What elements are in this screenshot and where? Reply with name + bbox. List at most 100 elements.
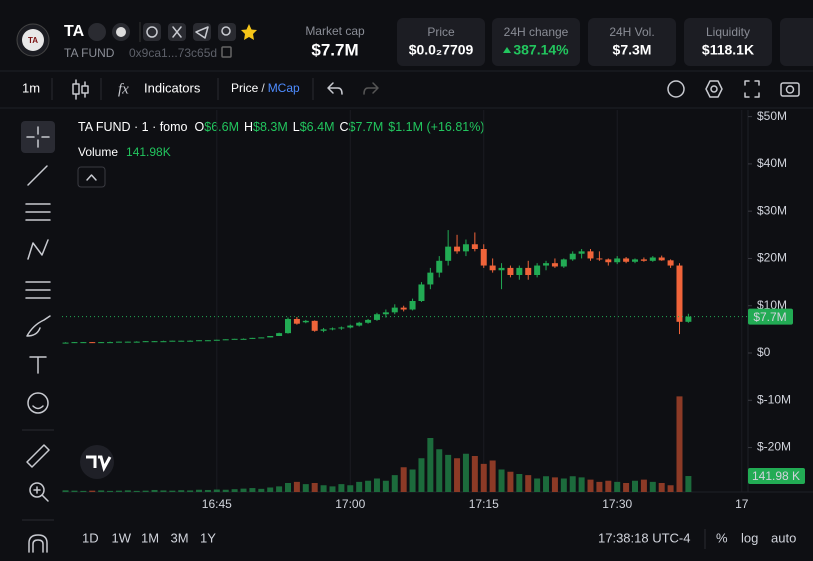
candle-body (231, 338, 238, 340)
chart-type-button[interactable] (72, 79, 89, 100)
volume-bar (614, 481, 621, 492)
candle-body (213, 339, 220, 341)
volume-bar (311, 483, 318, 492)
emoji-tool[interactable] (27, 392, 49, 414)
projection-tool[interactable] (25, 281, 51, 299)
fullscreen-button[interactable] (744, 80, 760, 98)
candle-body (391, 307, 398, 313)
stat-value: $7.3M (613, 42, 652, 58)
price-option[interactable]: Price (231, 81, 259, 95)
volume-bar (498, 469, 505, 492)
zoom-tool[interactable] (29, 482, 45, 498)
stat-box (397, 18, 485, 66)
volume-bar (569, 476, 576, 492)
last-price-tag (748, 308, 793, 325)
candle-body (632, 259, 639, 262)
text-tool[interactable] (29, 356, 47, 374)
star-icon[interactable] (241, 24, 257, 40)
redo-button[interactable] (363, 82, 379, 95)
volume-bar (551, 477, 558, 492)
interval-button[interactable]: 1m (22, 80, 40, 95)
candle-body (142, 341, 149, 343)
volume-bar (80, 490, 87, 492)
candle-body (480, 248, 487, 266)
price-toggle[interactable]: Price / MCap (231, 81, 300, 95)
volume-legend-label: Volume (78, 145, 118, 159)
toolbar-right (667, 80, 800, 98)
volume-bar (347, 485, 354, 492)
magnet-tool[interactable] (28, 534, 48, 553)
candle-body (222, 339, 229, 341)
volume-bar (204, 489, 211, 492)
candle-body (196, 340, 203, 342)
search-icon[interactable] (218, 23, 236, 41)
volume-bar (382, 480, 389, 492)
volume-bar (454, 458, 461, 492)
candle-body (569, 253, 576, 260)
candle-body (525, 267, 532, 275)
volume-bar (338, 484, 345, 492)
token-logo-inner (22, 29, 44, 51)
undo-button[interactable] (327, 82, 343, 95)
candle-body (169, 340, 176, 342)
candle-body (623, 258, 630, 262)
pattern-tool[interactable] (27, 239, 49, 260)
range-button[interactable]: 1W (112, 530, 132, 545)
volume-bar (685, 476, 692, 492)
range-button[interactable]: 1D (82, 530, 99, 545)
mcap-option[interactable]: MCap (268, 81, 300, 95)
volume-bar (445, 454, 452, 492)
token-address: 0x9ca1...73c65d (129, 46, 217, 60)
candle-body (543, 263, 550, 266)
range-button[interactable]: 1M (141, 530, 159, 545)
auto-button[interactable]: auto (771, 530, 796, 545)
toggle-sep: / (261, 81, 265, 95)
y-tick-label: $10M (757, 298, 787, 312)
candle-body (204, 340, 211, 342)
chart-legend: TA FUND · 1 · fomo O$6.6M H$8.3M L$6.4M C$7.… (78, 120, 485, 134)
range-button[interactable]: 3M (171, 530, 189, 545)
screenshot-button[interactable] (780, 82, 800, 97)
percent-button[interactable]: % (716, 530, 728, 545)
rocket-icon[interactable] (88, 23, 106, 41)
trendline-tool[interactable] (27, 165, 48, 186)
volume-bar (258, 488, 265, 492)
indicators-button[interactable]: Indicators (144, 80, 201, 95)
stat-label: 24H Vol. (609, 25, 654, 39)
y-tick-label: $30M (757, 203, 787, 217)
stat-box (684, 18, 772, 66)
log-button[interactable]: log (741, 530, 758, 545)
volume-bar (320, 485, 327, 492)
x-tick-label: 17:00 (335, 497, 365, 511)
candle-body (89, 342, 96, 344)
brush-tool[interactable] (26, 315, 51, 337)
volume-bar (187, 490, 194, 492)
volume-bar (213, 489, 220, 492)
legend-value: $7.7M (349, 120, 384, 134)
legend-value: $6.6M (204, 120, 239, 134)
volume-bar (329, 486, 336, 492)
crosshair-tool[interactable] (21, 121, 55, 153)
candle-body (614, 258, 621, 263)
candle-body (382, 312, 389, 315)
legend-key: C (339, 120, 348, 134)
stat-label: Market cap (305, 24, 365, 38)
y-tick-label: $20M (757, 251, 787, 265)
ruler-tool[interactable] (26, 444, 50, 468)
candle-body (596, 258, 603, 260)
header-icons[interactable] (88, 22, 257, 42)
copy-icon[interactable] (221, 46, 232, 58)
settings-button[interactable] (705, 80, 723, 98)
fib-tool[interactable] (25, 203, 51, 221)
volume-bar (98, 490, 105, 492)
candle-body (249, 337, 256, 339)
collapse-button[interactable] (77, 166, 106, 188)
candle-body (240, 338, 247, 340)
candle-body (516, 267, 523, 275)
replay-button[interactable] (667, 80, 685, 98)
range-button[interactable]: 1Y (200, 530, 216, 545)
candle-icon (72, 83, 80, 95)
globe-icon[interactable] (143, 23, 161, 41)
candle-body (560, 259, 567, 267)
volume-bar (365, 480, 372, 492)
